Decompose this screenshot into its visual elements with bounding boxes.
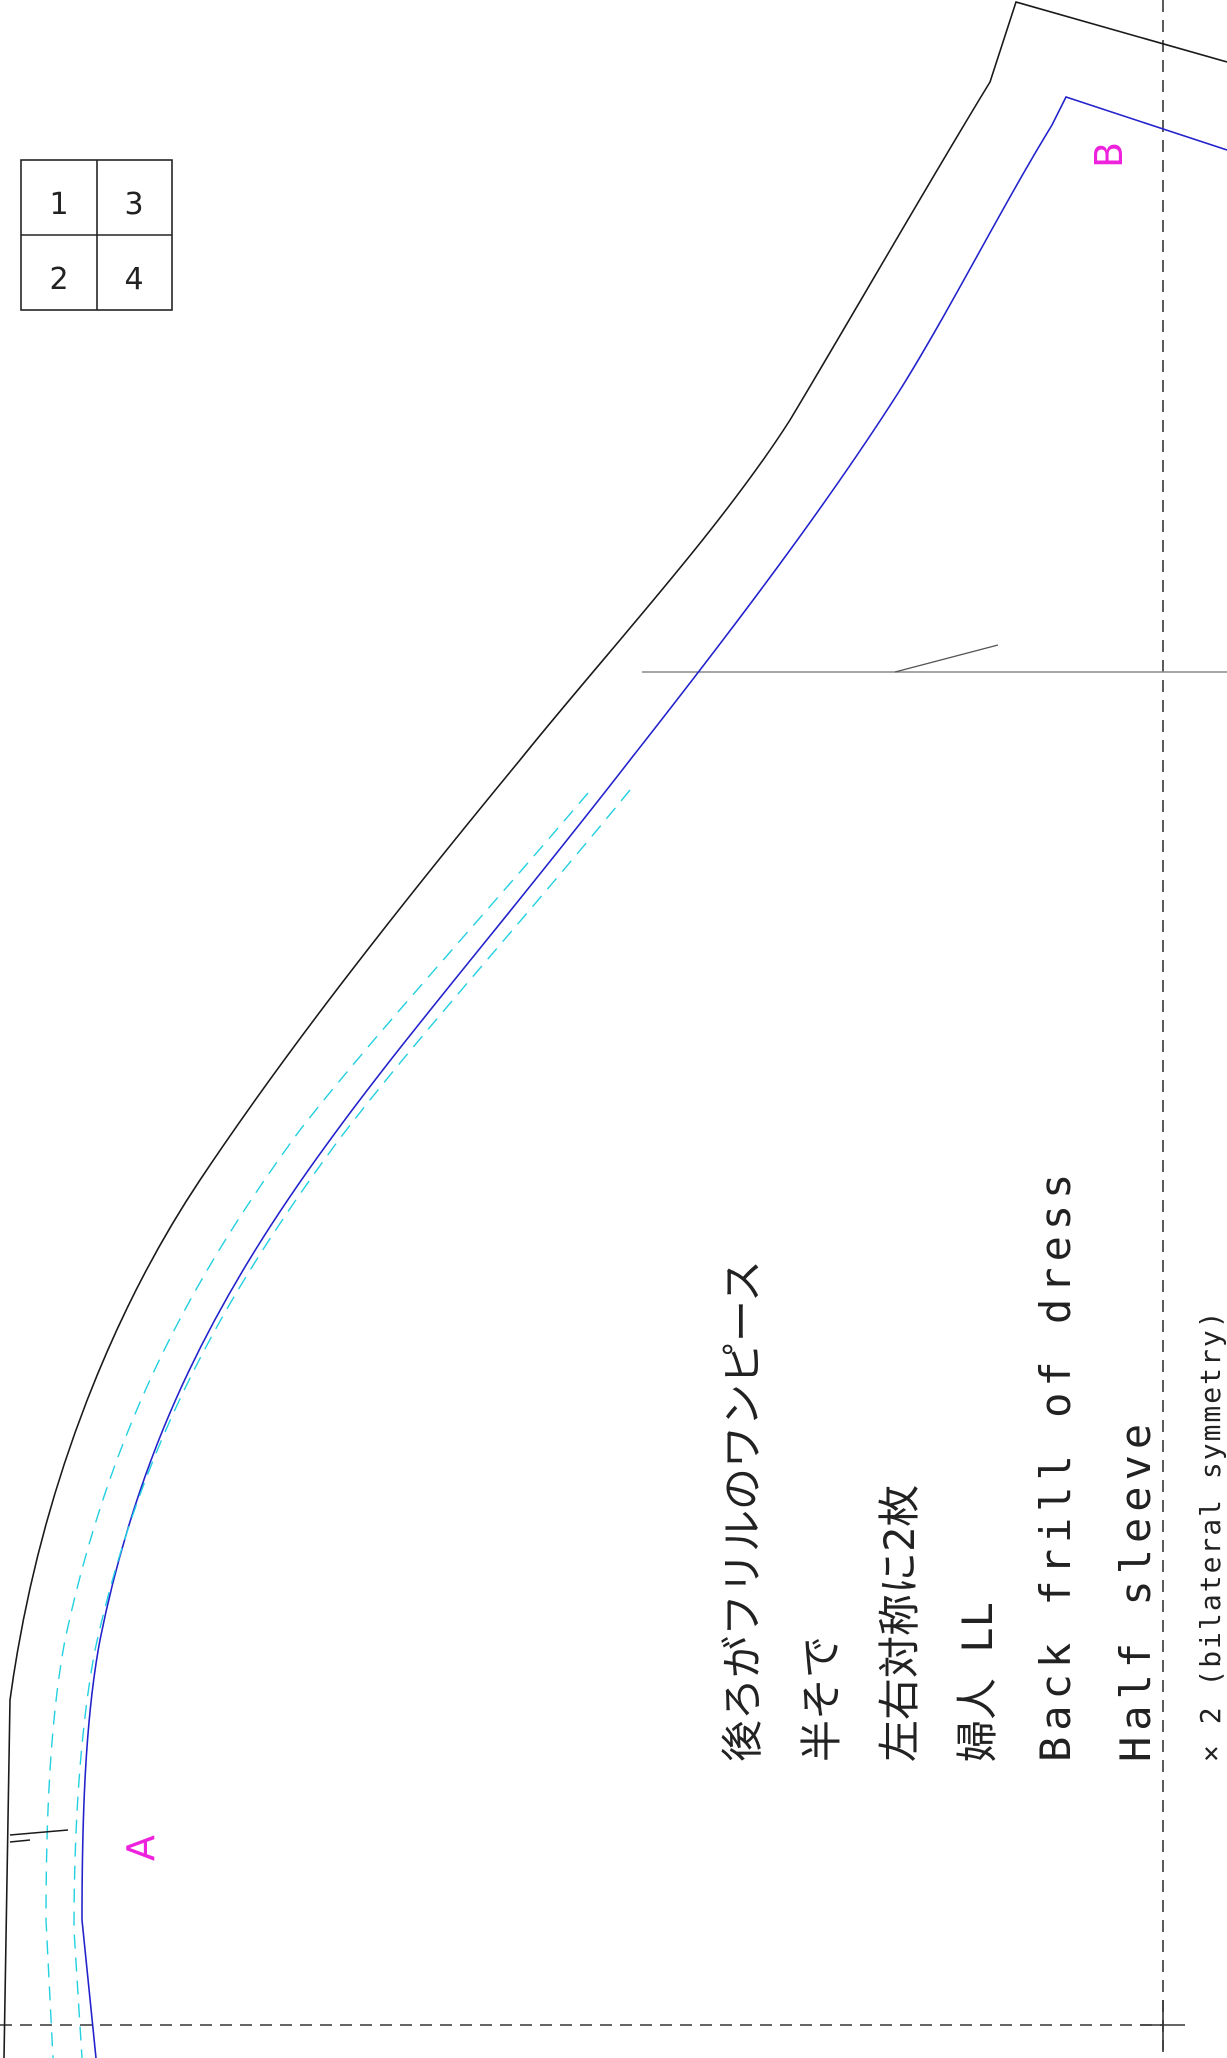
marker-b: B (1087, 142, 1131, 168)
notch-mark (9, 1829, 69, 1836)
page-grid-cell-1: 1 (49, 187, 68, 222)
page-grid-cell-4: 4 (124, 262, 143, 297)
marker-a: A (119, 1835, 163, 1861)
grainline-tick (894, 644, 999, 673)
page-grid-cell-3: 3 (124, 187, 143, 222)
stitch-line-inner (73, 789, 631, 2058)
label-size-ja: 婦人 LL (953, 1602, 1002, 1762)
page-grid: 1 3 2 4 (20, 159, 173, 311)
notch-mark-lower (9, 1839, 31, 1843)
label-symmetry-ja: 左右対称に2枚 (875, 1485, 924, 1762)
seam-line (81, 96, 1227, 2058)
cut-line (3, 1, 1227, 2058)
stitch-line-outer (45, 792, 589, 2058)
pattern-labels: 後ろがフリルのワンピース 半そで 左右対称に2枚 婦人 LL Back fril… (718, 1168, 1227, 1762)
label-title-en: Back frill of dress (1031, 1168, 1080, 1762)
label-sleeve-en: Half sleeve (1111, 1418, 1160, 1762)
page-grid-cell-2: 2 (49, 262, 68, 297)
label-title-ja: 後ろがフリルのワンピース (718, 1260, 767, 1762)
label-symmetry-en: × 2 (bilateral symmetry) (1194, 1309, 1227, 1762)
label-sleeve-ja: 半そで (797, 1636, 846, 1762)
